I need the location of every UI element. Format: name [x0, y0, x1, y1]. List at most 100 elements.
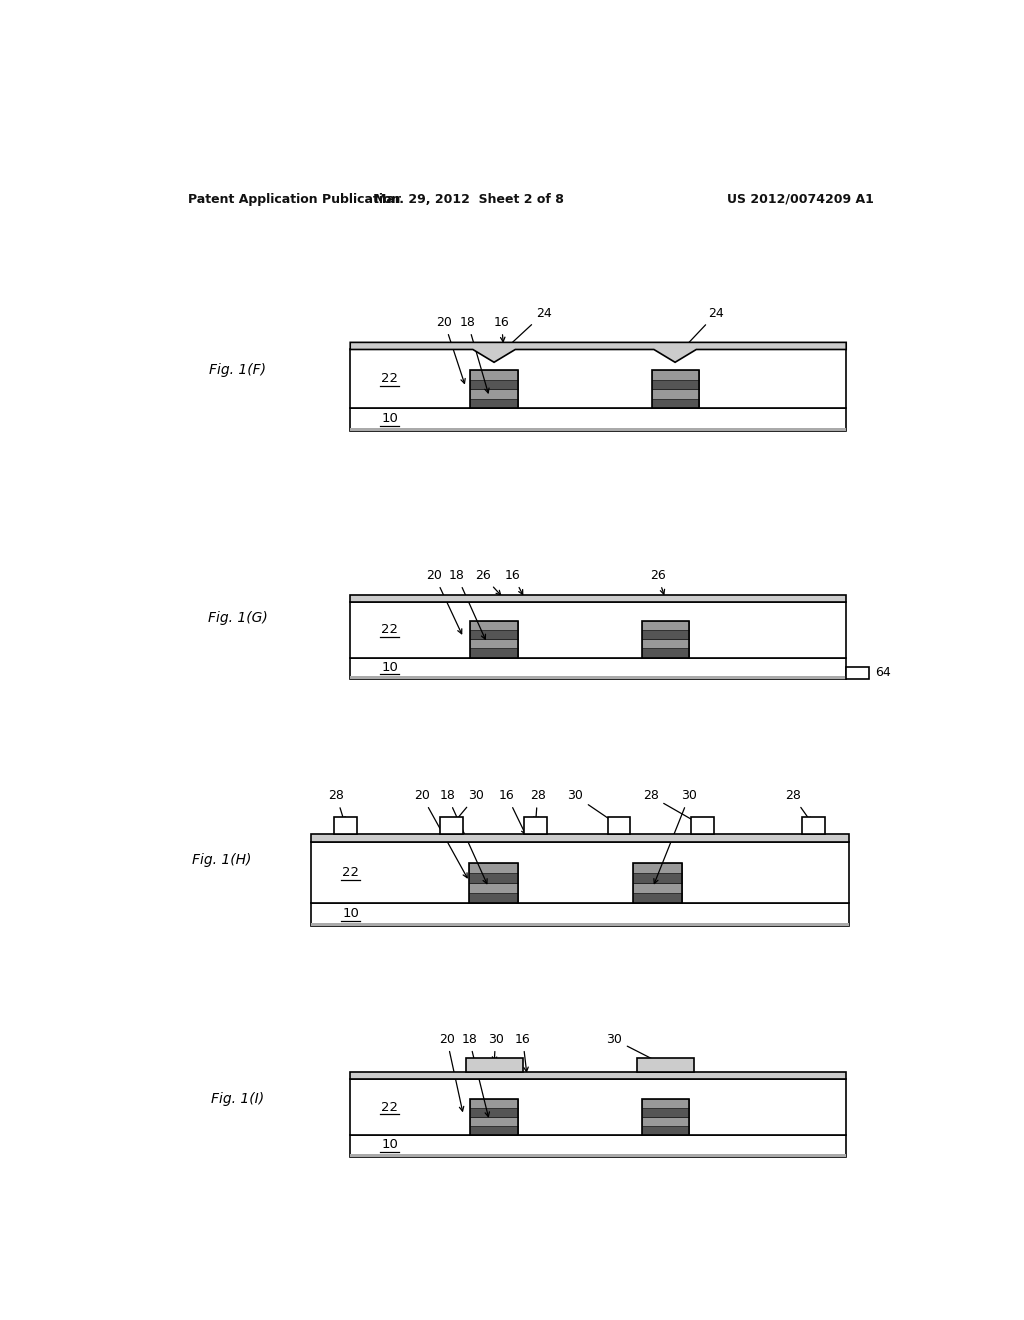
Bar — [642, 630, 689, 639]
Text: 26: 26 — [475, 569, 501, 595]
Text: 16: 16 — [494, 317, 509, 342]
Text: US 2012/0074209 A1: US 2012/0074209 A1 — [727, 193, 873, 206]
Text: 24: 24 — [500, 308, 552, 354]
Text: 20: 20 — [439, 1034, 464, 1111]
Bar — [470, 622, 517, 657]
Bar — [350, 1072, 846, 1080]
Text: 10: 10 — [342, 907, 359, 920]
Bar — [637, 1059, 693, 1072]
Bar — [524, 817, 547, 834]
Bar — [634, 863, 682, 874]
Bar — [651, 389, 698, 399]
Bar — [470, 1098, 517, 1135]
Text: 16: 16 — [505, 569, 522, 594]
Bar — [310, 903, 849, 925]
Text: 20: 20 — [427, 569, 462, 634]
Bar — [310, 842, 849, 903]
Bar — [310, 923, 849, 925]
Text: 64: 64 — [874, 667, 891, 680]
Bar — [470, 1126, 517, 1135]
Text: 28: 28 — [643, 789, 698, 824]
Bar — [310, 834, 849, 842]
Text: Mar. 29, 2012  Sheet 2 of 8: Mar. 29, 2012 Sheet 2 of 8 — [375, 193, 564, 206]
Text: 30: 30 — [567, 789, 615, 824]
Text: 16: 16 — [515, 1034, 530, 1072]
Bar — [651, 370, 698, 408]
Bar — [651, 380, 698, 389]
Bar — [691, 817, 714, 834]
Bar — [642, 648, 689, 657]
Text: 10: 10 — [382, 660, 398, 673]
Bar — [470, 639, 517, 648]
Text: 28: 28 — [529, 789, 546, 821]
Bar — [607, 817, 630, 834]
Text: 28: 28 — [329, 789, 345, 821]
Bar — [470, 380, 517, 389]
Bar — [470, 389, 517, 399]
Bar — [440, 817, 463, 834]
Text: 30: 30 — [654, 789, 697, 883]
Bar — [634, 894, 682, 903]
Bar — [470, 1098, 517, 1107]
Bar — [642, 1107, 689, 1117]
Bar — [334, 817, 356, 834]
Text: 30: 30 — [455, 789, 484, 822]
Bar — [469, 863, 518, 903]
Text: 30: 30 — [487, 1034, 504, 1061]
Bar — [350, 595, 846, 602]
Text: Fig. 1(I): Fig. 1(I) — [211, 1092, 264, 1106]
Bar — [470, 370, 517, 408]
Bar — [651, 370, 698, 380]
Text: 18: 18 — [439, 789, 487, 883]
Bar — [642, 622, 689, 630]
Text: 20: 20 — [414, 789, 467, 878]
Text: 18: 18 — [449, 569, 485, 639]
Bar — [642, 1126, 689, 1135]
Bar — [350, 1154, 846, 1156]
Bar — [469, 894, 518, 903]
Bar — [470, 648, 517, 657]
Bar — [651, 399, 698, 408]
Bar — [634, 863, 682, 903]
Bar — [350, 1080, 846, 1135]
Polygon shape — [350, 342, 846, 362]
Text: 26: 26 — [650, 569, 666, 594]
Bar — [634, 883, 682, 894]
Bar — [634, 874, 682, 883]
Text: Fig. 1(F): Fig. 1(F) — [209, 363, 266, 376]
Bar — [642, 1098, 689, 1135]
Bar — [350, 428, 846, 430]
Text: 16: 16 — [499, 789, 525, 834]
Text: 28: 28 — [784, 789, 811, 822]
Bar — [803, 817, 825, 834]
Bar — [469, 863, 518, 874]
Text: 20: 20 — [436, 317, 465, 383]
Bar — [350, 657, 846, 678]
Bar — [846, 667, 868, 678]
Text: Patent Application Publication: Patent Application Publication — [187, 193, 400, 206]
Text: 22: 22 — [381, 372, 398, 385]
Bar — [350, 350, 846, 408]
Text: Fig. 1(H): Fig. 1(H) — [191, 853, 251, 867]
Text: 10: 10 — [382, 412, 398, 425]
Text: 22: 22 — [381, 623, 398, 636]
Bar — [642, 1098, 689, 1107]
Bar — [350, 408, 846, 430]
Bar — [350, 602, 846, 657]
Bar — [470, 1107, 517, 1117]
Bar — [470, 399, 517, 408]
Bar — [350, 1135, 846, 1156]
Text: 24: 24 — [678, 308, 724, 354]
Text: 22: 22 — [381, 1101, 398, 1114]
Bar — [470, 370, 517, 380]
Bar — [470, 1117, 517, 1126]
Bar — [642, 639, 689, 648]
Bar — [642, 622, 689, 657]
Text: 30: 30 — [606, 1034, 662, 1064]
Bar — [469, 883, 518, 894]
Text: 10: 10 — [382, 1138, 398, 1151]
Bar — [642, 1117, 689, 1126]
Text: 18: 18 — [461, 1034, 489, 1117]
Bar — [470, 622, 517, 630]
Text: Fig. 1(G): Fig. 1(G) — [208, 611, 267, 624]
